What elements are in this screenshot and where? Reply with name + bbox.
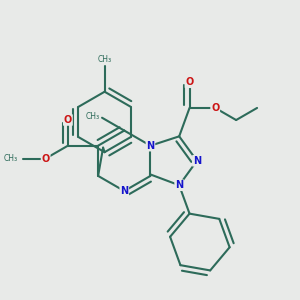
Text: O: O <box>185 77 194 87</box>
Text: N: N <box>175 180 183 190</box>
Text: CH₃: CH₃ <box>98 55 112 64</box>
Text: N: N <box>146 141 154 151</box>
Text: CH₃: CH₃ <box>85 112 100 121</box>
Text: O: O <box>64 115 72 125</box>
Text: CH₃: CH₃ <box>4 154 18 163</box>
Text: O: O <box>211 103 219 113</box>
Text: O: O <box>41 154 50 164</box>
Text: N: N <box>193 156 201 166</box>
Text: N: N <box>120 186 128 196</box>
